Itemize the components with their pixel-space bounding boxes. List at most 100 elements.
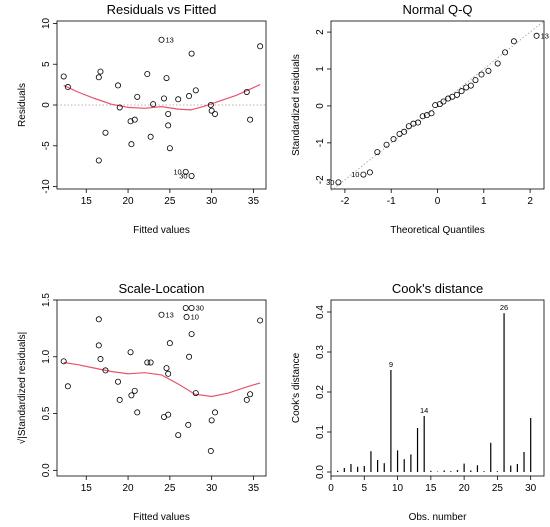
data-point: [212, 409, 219, 416]
data-point: [188, 304, 195, 311]
data-point: [428, 110, 435, 117]
data-point: [131, 116, 138, 123]
data-point: [257, 317, 264, 324]
normal-qq-panel: Normal Q-Q -2 -1 0 1 2 -2 -1 0 1 2 Theoretical Quan…: [291, 2, 549, 236]
x-axis-title: Fitted values: [133, 225, 190, 236]
point-label: 30: [326, 178, 334, 187]
plot-frame: [330, 299, 545, 477]
y-tick-label: 0.3: [315, 345, 326, 359]
data-point: [208, 417, 215, 424]
data-point: [182, 304, 189, 311]
x-tick-label: 30: [206, 483, 218, 494]
data-point: [374, 149, 381, 156]
y-tick-label: -10: [41, 179, 52, 194]
smoother-line: [63, 84, 261, 111]
data-point: [502, 49, 509, 56]
data-point: [127, 118, 134, 125]
x-tick-label: 25: [164, 196, 176, 207]
x-tick-label: 20: [122, 483, 134, 494]
point-label: 30: [196, 303, 204, 312]
data-point: [396, 130, 403, 137]
data-point: [95, 342, 102, 349]
x-axis-title: Fitted values: [133, 512, 190, 523]
data-point: [440, 98, 447, 105]
data-point: [95, 157, 102, 164]
data-point: [147, 133, 154, 140]
data-point: [243, 88, 250, 95]
data-point: [415, 119, 422, 126]
y-tick-label: 1.5: [41, 293, 52, 307]
data-point: [186, 353, 193, 360]
data-point: [257, 43, 264, 50]
x-tick-label: 20: [122, 196, 134, 207]
x-tick-label: 30: [206, 196, 218, 207]
point-label: 13: [166, 35, 174, 44]
y-tick-label: 10: [41, 17, 52, 29]
data-point: [150, 101, 157, 108]
data-point: [472, 77, 479, 84]
point-label: 13: [166, 310, 174, 319]
data-point: [453, 91, 460, 98]
y-tick-label: 0.0: [41, 463, 52, 477]
x-tick-label: 35: [248, 196, 260, 207]
panel-title: Cook's distance: [392, 281, 483, 296]
y-tick-label: -2: [315, 175, 326, 184]
data-point: [64, 84, 71, 91]
data-point: [134, 409, 141, 416]
x-tick-label: 15: [81, 196, 93, 207]
data-point: [485, 67, 492, 74]
y-axis-title: √|Standardized residuals|: [16, 332, 28, 444]
data-point: [207, 102, 214, 109]
point-label: 13: [541, 31, 549, 40]
data-point: [192, 87, 199, 94]
data-point: [212, 110, 219, 117]
x-tick-label: 15: [425, 483, 437, 494]
data-point: [128, 141, 135, 148]
x-tick-label: 10: [392, 483, 404, 494]
data-point: [165, 122, 172, 129]
y-tick-label: 5: [41, 61, 52, 67]
data-point: [188, 331, 195, 338]
data-point: [390, 136, 397, 143]
y-tick-label: 1.0: [41, 349, 52, 363]
y-tick-label: 1: [315, 66, 326, 72]
point-label: 10: [173, 167, 181, 176]
data-point: [467, 82, 474, 89]
scale-location-panel: Scale-Location 15 20 25 30 35 0.0 0.5 1.0 1.5 Fitt…: [16, 281, 267, 523]
data-point: [383, 141, 390, 148]
data-point: [247, 391, 254, 398]
data-point: [335, 179, 342, 186]
bar-label: 26: [500, 303, 508, 312]
data-point: [165, 411, 172, 418]
data-point: [97, 68, 104, 75]
data-point: [115, 378, 122, 385]
data-point: [183, 314, 190, 321]
data-point: [366, 169, 373, 176]
y-tick-label: 2: [315, 29, 326, 35]
data-point: [478, 71, 485, 78]
data-point: [207, 448, 214, 455]
x-tick-label: 5: [362, 483, 368, 494]
data-point: [166, 340, 173, 347]
y-tick-label: -1: [315, 138, 326, 147]
x-tick-label: 25: [492, 483, 504, 494]
data-point: [166, 145, 173, 152]
data-point: [192, 390, 199, 397]
y-tick-label: 0.5: [41, 406, 52, 420]
data-point: [127, 349, 134, 356]
data-point: [186, 93, 193, 100]
data-point: [64, 383, 71, 390]
data-point: [158, 311, 165, 318]
x-tick-label: 30: [525, 483, 537, 494]
data-point: [116, 396, 123, 403]
data-point: [161, 95, 168, 102]
data-point: [533, 32, 540, 39]
plot-frame: [56, 20, 267, 190]
data-point: [60, 358, 67, 365]
y-tick-label: 0.1: [315, 425, 326, 439]
y-axis-title: Residuals: [17, 83, 28, 127]
data-point: [458, 88, 465, 95]
data-point: [247, 116, 254, 123]
x-tick-label: 2: [527, 196, 533, 207]
